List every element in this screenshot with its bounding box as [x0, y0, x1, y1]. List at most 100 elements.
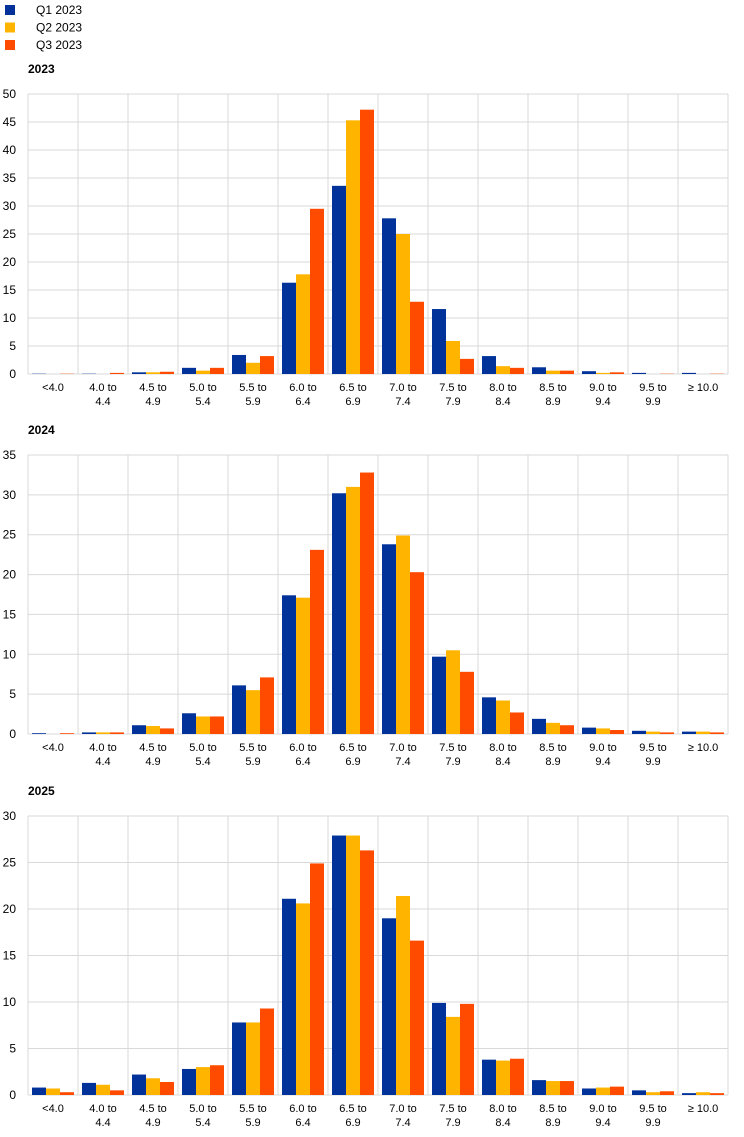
x-tick-label: 9.0 to	[589, 382, 617, 394]
y-tick-label: 15	[3, 607, 17, 621]
bar-q2-2023	[596, 1087, 610, 1095]
x-tick-label-line2: 4.9	[145, 756, 160, 768]
bar-q1-2023	[132, 725, 146, 734]
bar-q3-2023	[310, 549, 324, 734]
bar-q2-2023	[546, 722, 560, 734]
x-tick-label: 8.5 to	[539, 1103, 567, 1115]
x-tick-label-line2: 7.9	[445, 1117, 460, 1129]
legend-swatch-1	[5, 5, 15, 15]
bar-q1-2023	[582, 371, 596, 374]
y-tick-label: 5	[9, 339, 16, 353]
panel-title: 2023	[28, 62, 55, 76]
x-tick-label: 7.0 to	[389, 742, 417, 754]
bar-q2-2023	[446, 340, 460, 374]
x-tick-label-line2: 9.4	[595, 756, 610, 768]
x-tick-label: <4.0	[42, 1103, 64, 1115]
bar-q3-2023	[610, 1086, 624, 1095]
bar-q2-2023	[296, 274, 310, 374]
bar-q2-2023	[196, 716, 210, 734]
bar-q1-2023	[182, 1068, 196, 1095]
bar-q3-2023	[710, 1093, 724, 1095]
bar-q2-2023	[696, 731, 710, 734]
bar-q3-2023	[160, 371, 174, 374]
bar-q2-2023	[396, 895, 410, 1095]
bar-q1-2023	[182, 367, 196, 374]
y-tick-label: 5	[9, 687, 16, 701]
bar-q3-2023	[610, 372, 624, 374]
bar-q2-2023	[396, 535, 410, 734]
bar-q3-2023	[210, 716, 224, 734]
bar-q3-2023	[560, 725, 574, 734]
bar-q2-2023	[446, 1016, 460, 1095]
bar-q2-2023	[296, 597, 310, 734]
y-tick-label: 20	[3, 568, 17, 582]
bar-q2-2023	[346, 120, 360, 374]
bar-q1-2023	[482, 356, 496, 374]
bar-q1-2023	[482, 697, 496, 734]
x-tick-label: ≥ 10.0	[688, 1103, 719, 1115]
x-tick-label-line2: 4.4	[95, 396, 110, 408]
bar-q1-2023	[532, 1080, 546, 1095]
bar-q3-2023	[610, 730, 624, 734]
y-tick-label: 20	[3, 255, 17, 269]
x-tick-label: 9.0 to	[589, 742, 617, 754]
x-tick-label: 6.0 to	[289, 382, 317, 394]
y-tick-label: 50	[3, 87, 17, 101]
bar-q1-2023	[282, 898, 296, 1095]
y-tick-label: 0	[9, 367, 16, 381]
y-tick-label: 30	[3, 199, 17, 213]
y-tick-label: 25	[3, 856, 17, 870]
bar-q1-2023	[632, 372, 646, 374]
x-tick-label: 9.0 to	[589, 1103, 617, 1115]
bar-q2-2023	[546, 370, 560, 374]
bar-q1-2023	[432, 1002, 446, 1095]
bar-q3-2023	[60, 733, 74, 734]
bar-q1-2023	[382, 218, 396, 374]
y-tick-label: 0	[9, 727, 16, 741]
x-tick-label-line2: 5.4	[195, 756, 210, 768]
bar-q2-2023	[246, 690, 260, 734]
bar-q2-2023	[596, 372, 610, 374]
x-tick-label: ≥ 10.0	[688, 382, 719, 394]
x-tick-label-line2: 8.4	[495, 756, 510, 768]
bar-q2-2023	[346, 486, 360, 734]
x-tick-label-line2: 9.4	[595, 396, 610, 408]
bar-q3-2023	[110, 372, 124, 374]
x-tick-label-line2: 6.9	[345, 1117, 360, 1129]
x-tick-label: 4.0 to	[89, 742, 117, 754]
x-tick-label-line2: 8.9	[545, 396, 560, 408]
bar-q2-2023	[146, 726, 160, 734]
bar-q1-2023	[32, 733, 46, 734]
x-tick-label: 4.5 to	[139, 742, 167, 754]
bar-q3-2023	[660, 1091, 674, 1095]
bar-q1-2023	[282, 282, 296, 374]
x-tick-label-line2: 4.4	[95, 1117, 110, 1129]
bar-q1-2023	[82, 1082, 96, 1095]
bar-q2-2023	[546, 1081, 560, 1095]
y-tick-label: 45	[3, 115, 17, 129]
x-tick-label-line2: 7.4	[395, 396, 410, 408]
x-tick-label-line2: 6.4	[295, 1117, 310, 1129]
bar-q1-2023	[82, 732, 96, 734]
bar-q2-2023	[196, 370, 210, 374]
bar-q1-2023	[682, 1093, 696, 1095]
x-tick-label-line2: 7.4	[395, 756, 410, 768]
bar-q3-2023	[310, 863, 324, 1095]
bar-q2-2023	[346, 835, 360, 1095]
x-tick-label: 7.0 to	[389, 382, 417, 394]
bar-q2-2023	[646, 1092, 660, 1095]
y-tick-label: 5	[9, 1042, 16, 1056]
bar-q1-2023	[332, 185, 346, 374]
bar-q3-2023	[410, 940, 424, 1095]
bar-q1-2023	[482, 1059, 496, 1095]
bar-q1-2023	[632, 1090, 646, 1095]
x-tick-label-line2: 6.9	[345, 756, 360, 768]
legend-label-3: Q3 2023	[36, 38, 82, 52]
bar-q1-2023	[582, 1088, 596, 1095]
bar-q2-2023	[696, 1092, 710, 1095]
bar-q2-2023	[496, 1060, 510, 1095]
x-tick-label: 6.5 to	[339, 382, 367, 394]
x-tick-label-line2: 4.4	[95, 756, 110, 768]
bar-q3-2023	[110, 1090, 124, 1095]
y-tick-label: 25	[3, 227, 17, 241]
